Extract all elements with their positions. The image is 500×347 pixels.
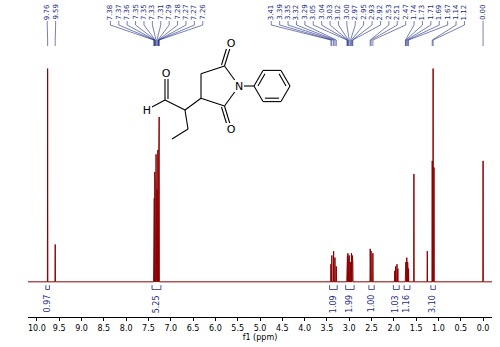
svg-text:2.97: 2.97	[351, 5, 359, 21]
svg-text:0.0: 0.0	[477, 324, 490, 333]
svg-text:1.03: 1.03	[391, 295, 400, 313]
svg-text:0.97: 0.97	[43, 295, 52, 313]
svg-text:0.00: 0.00	[479, 4, 487, 20]
svg-text:O: O	[227, 37, 236, 50]
svg-text:4.5: 4.5	[276, 324, 289, 333]
svg-text:7.36: 7.36	[123, 4, 131, 20]
svg-text:1.14: 1.14	[452, 4, 460, 20]
svg-text:2.93: 2.93	[368, 4, 376, 20]
svg-text:9.5: 9.5	[53, 324, 66, 333]
svg-text:O: O	[227, 123, 236, 136]
svg-text:1.5: 1.5	[410, 324, 423, 333]
svg-text:3.0: 3.0	[343, 324, 356, 333]
svg-text:1.74: 1.74	[410, 4, 418, 20]
svg-text:2.95: 2.95	[360, 4, 368, 20]
svg-text:6.5: 6.5	[187, 324, 200, 333]
svg-text:4.0: 4.0	[298, 324, 311, 333]
svg-text:1.73: 1.73	[418, 5, 426, 21]
svg-text:8.0: 8.0	[120, 324, 133, 333]
svg-text:3.41: 3.41	[267, 5, 275, 21]
svg-text:1.0: 1.0	[432, 324, 445, 333]
svg-text:1.71: 1.71	[427, 4, 435, 20]
svg-text:1.00: 1.00	[367, 295, 376, 313]
svg-text:3.39: 3.39	[276, 4, 284, 20]
svg-text:3.05: 3.05	[309, 5, 317, 21]
svg-text:3.10: 3.10	[428, 295, 437, 313]
svg-text:9.76: 9.76	[43, 4, 51, 20]
svg-text:6.0: 6.0	[209, 324, 222, 333]
svg-text:9.59: 9.59	[52, 4, 60, 20]
svg-text:7.37: 7.37	[115, 4, 123, 20]
svg-text:f1 (ppm): f1 (ppm)	[243, 333, 278, 342]
svg-text:3.02: 3.02	[334, 5, 342, 21]
svg-text:7.28: 7.28	[174, 4, 182, 20]
svg-text:1.16: 1.16	[402, 295, 411, 313]
svg-text:7.27: 7.27	[182, 4, 190, 20]
svg-text:9.0: 9.0	[75, 324, 88, 333]
svg-text:1.67: 1.67	[444, 4, 452, 20]
svg-text:O: O	[162, 67, 171, 80]
svg-text:7.35: 7.35	[132, 4, 140, 20]
svg-text:7.35: 7.35	[140, 4, 148, 20]
svg-text:2.51: 2.51	[393, 5, 401, 21]
svg-text:H: H	[143, 104, 151, 117]
svg-text:2.53: 2.53	[385, 4, 393, 20]
svg-text:7.0: 7.0	[164, 324, 177, 333]
svg-text:1.99: 1.99	[345, 295, 354, 313]
svg-text:3.29: 3.29	[301, 4, 309, 20]
svg-text:3.5: 3.5	[321, 324, 334, 333]
svg-text:2.0: 2.0	[387, 324, 400, 333]
svg-text:5.5: 5.5	[231, 324, 244, 333]
svg-text:3.00: 3.00	[343, 4, 351, 20]
svg-text:N: N	[235, 80, 243, 93]
svg-text:7.38: 7.38	[106, 5, 114, 21]
svg-text:1.09: 1.09	[329, 295, 338, 313]
svg-text:3.32: 3.32	[292, 5, 300, 21]
svg-text:2.47: 2.47	[402, 4, 410, 20]
svg-text:7.33: 7.33	[148, 5, 156, 21]
svg-text:2.92: 2.92	[376, 5, 384, 21]
svg-text:5.0: 5.0	[254, 324, 267, 333]
svg-text:0.5: 0.5	[454, 324, 467, 333]
svg-text:1.12: 1.12	[460, 5, 468, 21]
svg-text:7.26: 7.26	[199, 4, 207, 20]
svg-text:7.27: 7.27	[190, 5, 198, 21]
svg-text:7.5: 7.5	[142, 324, 155, 333]
svg-text:7.31: 7.31	[157, 4, 165, 20]
svg-text:2.5: 2.5	[365, 324, 378, 333]
svg-text:3.04: 3.04	[318, 4, 326, 20]
svg-text:7.29: 7.29	[165, 5, 173, 21]
svg-text:5.25: 5.25	[152, 295, 161, 313]
svg-text:3.03: 3.03	[326, 4, 334, 20]
svg-text:3.35: 3.35	[284, 4, 292, 20]
svg-text:10.0: 10.0	[28, 324, 46, 333]
svg-text:1.69: 1.69	[435, 5, 443, 21]
svg-text:8.5: 8.5	[97, 324, 110, 333]
